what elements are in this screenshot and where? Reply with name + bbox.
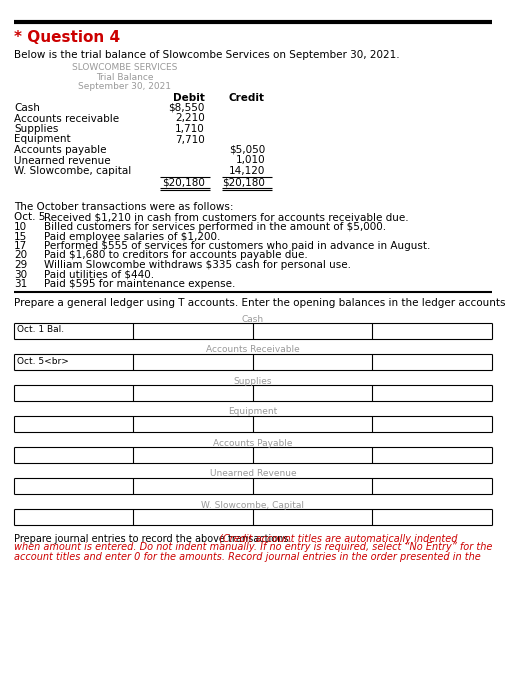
Text: $20,180: $20,180 <box>222 177 265 188</box>
Text: The October transactions were as follows:: The October transactions were as follows… <box>14 201 233 212</box>
Text: 30: 30 <box>14 269 27 280</box>
Text: 29: 29 <box>14 260 27 270</box>
Text: 1,710: 1,710 <box>175 124 205 134</box>
Text: Accounts Payable: Accounts Payable <box>213 438 292 447</box>
Text: SLOWCOMBE SERVICES: SLOWCOMBE SERVICES <box>72 63 177 72</box>
Text: 15: 15 <box>14 232 27 242</box>
Text: Supplies: Supplies <box>233 376 272 385</box>
Text: Accounts Receivable: Accounts Receivable <box>206 346 299 354</box>
Text: $20,180: $20,180 <box>162 177 205 188</box>
Text: Debit: Debit <box>173 93 205 103</box>
Text: Prepare a general ledger using T accounts. Enter the opening balances in the led: Prepare a general ledger using T account… <box>14 298 505 308</box>
Text: Equipment: Equipment <box>228 407 277 416</box>
Text: 14,120: 14,120 <box>228 166 265 176</box>
Text: * Question 4: * Question 4 <box>14 30 120 45</box>
Text: Supplies: Supplies <box>14 124 58 134</box>
Text: William Slowcombe withdraws $335 cash for personal use.: William Slowcombe withdraws $335 cash fo… <box>44 260 350 270</box>
Text: 17: 17 <box>14 241 27 251</box>
Text: Performed $555 of services for customers who paid in advance in August.: Performed $555 of services for customers… <box>44 241 430 251</box>
Text: 2,210: 2,210 <box>175 113 205 124</box>
Text: Credit: Credit <box>229 93 265 103</box>
Text: Below is the trial balance of Slowcombe Services on September 30, 2021.: Below is the trial balance of Slowcombe … <box>14 50 399 60</box>
Text: W. Slowcombe, capital: W. Slowcombe, capital <box>14 166 131 176</box>
Text: 31: 31 <box>14 279 27 289</box>
Text: 20: 20 <box>14 251 27 260</box>
Text: Paid employee salaries of $1,200.: Paid employee salaries of $1,200. <box>44 232 220 242</box>
Text: 10: 10 <box>14 222 27 232</box>
Text: 7,710: 7,710 <box>175 135 205 144</box>
Text: account titles and enter 0 for the amounts. Record journal entries in the order : account titles and enter 0 for the amoun… <box>14 552 480 561</box>
Text: Unearned Revenue: Unearned Revenue <box>209 469 296 479</box>
Text: (Credit account titles are automatically indented: (Credit account titles are automatically… <box>216 534 457 543</box>
Text: Paid $1,680 to creditors for accounts payable due.: Paid $1,680 to creditors for accounts pa… <box>44 251 307 260</box>
Text: September 30, 2021: September 30, 2021 <box>78 82 171 91</box>
Text: Oct. 5: Oct. 5 <box>14 212 45 223</box>
Text: Paid utilities of $440.: Paid utilities of $440. <box>44 269 154 280</box>
Text: 1,010: 1,010 <box>235 155 265 166</box>
Text: Prepare journal entries to record the above transactions.: Prepare journal entries to record the ab… <box>14 534 291 543</box>
Text: Paid $595 for maintenance expense.: Paid $595 for maintenance expense. <box>44 279 235 289</box>
Text: W. Slowcombe, Capital: W. Slowcombe, Capital <box>201 501 304 510</box>
Text: Cash: Cash <box>241 315 264 324</box>
Text: Unearned revenue: Unearned revenue <box>14 155 111 166</box>
Text: when amount is entered. Do not indent manually. If no entry is required, select : when amount is entered. Do not indent ma… <box>14 543 491 552</box>
Text: Billed customers for services performed in the amount of $5,000.: Billed customers for services performed … <box>44 222 385 232</box>
Text: Oct. 1 Bal.: Oct. 1 Bal. <box>17 326 64 335</box>
Text: Equipment: Equipment <box>14 135 71 144</box>
Text: $8,550: $8,550 <box>168 103 205 113</box>
Text: Accounts payable: Accounts payable <box>14 145 106 155</box>
Text: $5,050: $5,050 <box>228 145 265 155</box>
Text: Accounts receivable: Accounts receivable <box>14 113 119 124</box>
Text: Received $1,210 in cash from customers for accounts receivable due.: Received $1,210 in cash from customers f… <box>44 212 408 223</box>
Text: Trial Balance: Trial Balance <box>96 73 154 82</box>
Text: Oct. 5<br>: Oct. 5<br> <box>17 357 69 365</box>
Text: Cash: Cash <box>14 103 40 113</box>
